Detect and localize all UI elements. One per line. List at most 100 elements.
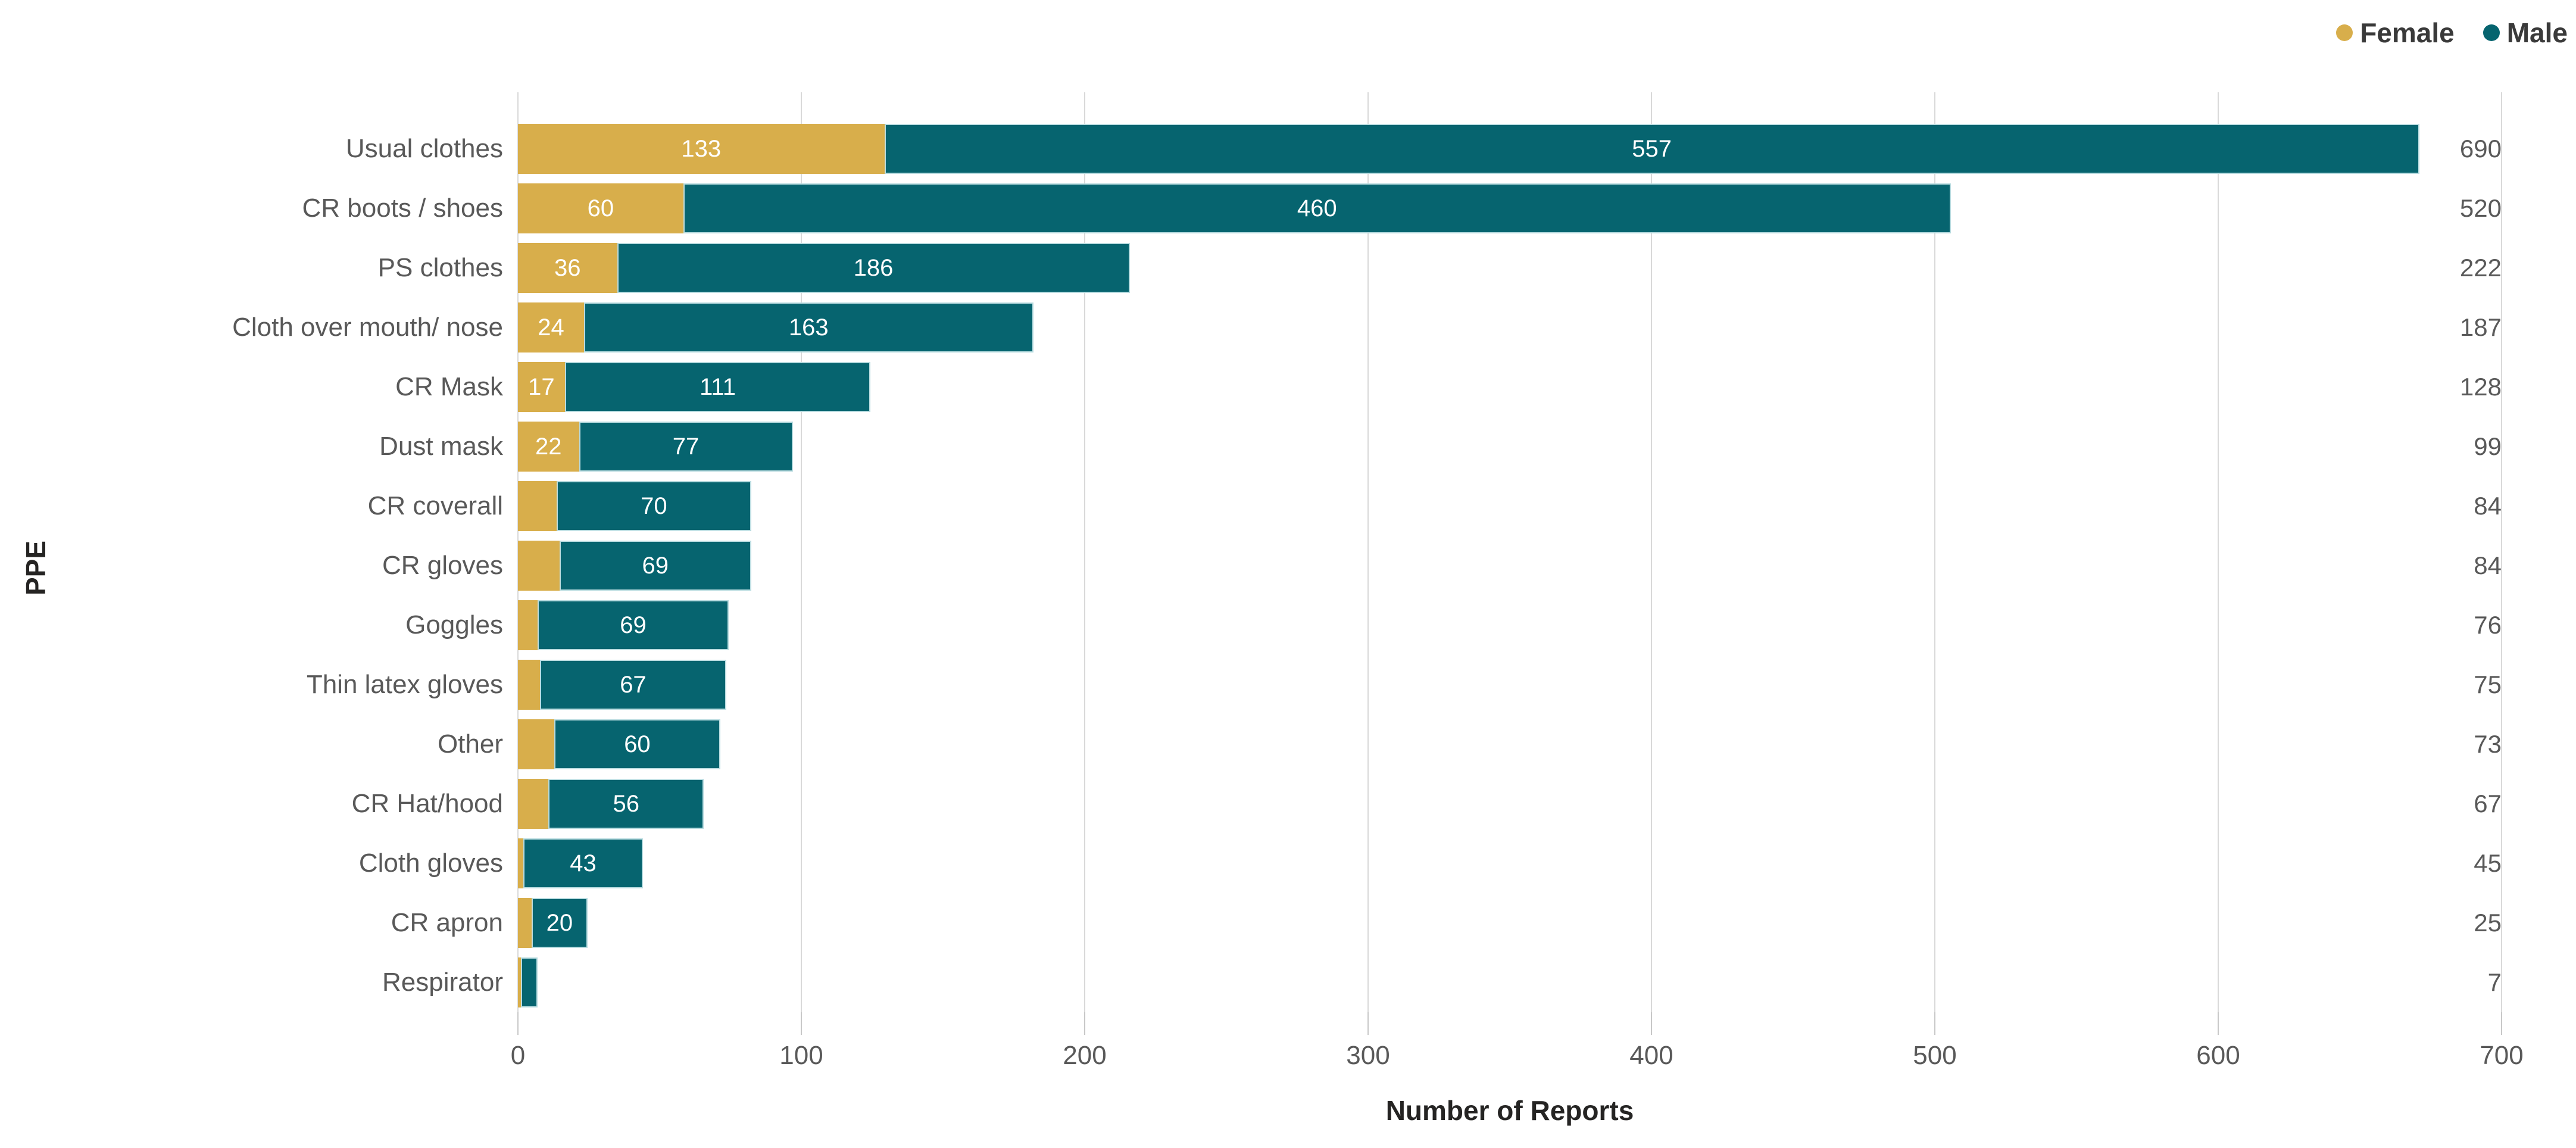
bar-segment-male[interactable]: 163 (584, 302, 1033, 352)
axis-tick (800, 1012, 802, 1035)
bar-segment-female[interactable] (518, 719, 554, 769)
bar-total-label: 222 (2459, 254, 2502, 282)
axis-tick (1650, 1012, 1652, 1035)
gridline (1650, 92, 1652, 1012)
legend-item-female[interactable]: Female (2336, 17, 2455, 49)
legend-item-label: Female (2360, 17, 2455, 48)
axis-tick-label: 200 (1063, 1041, 1107, 1070)
bar-value-label: 56 (613, 790, 640, 817)
bar-row: 70 84 (518, 476, 2502, 536)
stacked-bar: 60 (518, 719, 2461, 769)
legend-item-label: Male (2506, 17, 2568, 48)
gridline (2501, 92, 2502, 1012)
bar-value-label: 77 (672, 433, 700, 460)
stacked-bar: 22 77 (518, 422, 2461, 472)
bar-value-label: 460 (1297, 195, 1337, 222)
bar-segment-male[interactable]: 67 (540, 660, 726, 710)
bar-total-label: 99 (2474, 432, 2502, 460)
category-label: Other (437, 729, 503, 759)
bar-total-label: 7 (2487, 968, 2502, 996)
category-label: Cloth gloves (358, 848, 503, 878)
category-label: Usual clothes (345, 134, 503, 163)
bar-segment-male[interactable]: 557 (884, 124, 2419, 174)
category-label: Dust mask (379, 432, 503, 461)
bar-segment-male[interactable]: 111 (564, 362, 871, 412)
bar-segment-male[interactable]: 70 (557, 481, 751, 531)
category-label: Respirator (382, 968, 503, 997)
x-axis-title: Number of Reports (1385, 1095, 1634, 1126)
category-label: PS clothes (377, 253, 503, 282)
bar-segment-female[interactable] (518, 481, 557, 531)
axis-tick (1084, 1012, 1085, 1035)
category-label: CR Mask (395, 372, 503, 401)
bar-value-label: 111 (700, 373, 736, 400)
stacked-bar: 43 (518, 838, 2461, 888)
bar-segment-female[interactable]: 133 (518, 124, 885, 174)
bar-segment-male[interactable] (520, 957, 538, 1007)
bar-segment-male[interactable]: 69 (559, 541, 751, 591)
bar-segment-male[interactable]: 60 (554, 719, 721, 769)
bar-segment-male[interactable]: 56 (548, 779, 704, 829)
bar-segment-female[interactable] (518, 541, 560, 591)
bar-segment-male[interactable]: 43 (523, 838, 643, 888)
bar-total-label: 128 (2459, 373, 2502, 401)
bar-segment-female[interactable] (518, 898, 532, 948)
category-label: CR apron (391, 908, 503, 937)
bar-segment-female[interactable] (518, 838, 524, 888)
bar-segment-male[interactable]: 77 (579, 422, 793, 472)
bar-row: 7 (518, 953, 2502, 1012)
bar-segment-female[interactable] (518, 660, 541, 710)
category-label: CR Hat/hood (351, 789, 503, 818)
category-label: Thin latex gloves (306, 670, 503, 699)
axis-tick (2218, 1012, 2219, 1035)
bar-segment-female[interactable]: 22 (518, 422, 579, 472)
bar-total-label: 84 (2474, 492, 2502, 520)
axis-tick-label: 400 (1629, 1041, 1673, 1070)
bar-row: 43 45 (518, 834, 2502, 893)
bar-segment-female[interactable] (518, 600, 538, 650)
stacked-bar (518, 957, 2475, 1007)
bar-segment-male[interactable]: 186 (617, 243, 1130, 293)
bar-segment-female[interactable] (518, 779, 549, 829)
bar-value-label: 22 (535, 433, 562, 460)
bar-row: 60 73 (518, 715, 2502, 774)
bar-segment-female[interactable] (518, 957, 521, 1007)
stacked-bar: 69 (518, 541, 2461, 591)
bar-row: 60 460 520 (518, 179, 2502, 238)
bar-value-label: 17 (528, 373, 555, 400)
bar-value-label: 60 (587, 195, 614, 222)
axis-tick (1934, 1012, 1935, 1035)
bar-row: 17 111 128 (518, 357, 2502, 417)
axis-tick-label: 300 (1346, 1041, 1390, 1070)
gridline (800, 92, 802, 1012)
stacked-bar: 24 163 (518, 302, 2447, 352)
bar-total-label: 520 (2459, 194, 2502, 222)
legend-item-male[interactable]: Male (2483, 17, 2568, 49)
axis-tick (517, 1012, 519, 1035)
bar-total-label: 690 (2459, 135, 2502, 163)
bar-segment-male[interactable]: 20 (532, 898, 588, 948)
bar-segment-female[interactable]: 17 (518, 362, 565, 412)
axis-tick (2501, 1012, 2502, 1035)
bar-segment-female[interactable]: 36 (518, 243, 617, 293)
bar-segment-female[interactable]: 60 (518, 183, 683, 233)
category-label: Goggles (405, 610, 503, 639)
gridline (1084, 92, 1085, 1012)
axis-tick (1367, 1012, 1369, 1035)
category-label: CR gloves (382, 551, 503, 580)
stacked-bar: 20 (518, 898, 2461, 948)
bar-row: 24 163 187 (518, 298, 2502, 357)
bar-segment-male[interactable]: 69 (537, 600, 729, 650)
bar-total-label: 187 (2459, 313, 2502, 341)
stacked-bar: 67 (518, 660, 2461, 710)
legend-dot-icon (2336, 24, 2353, 41)
x-axis: 0 100 200 300 400 500 600 700 (511, 1012, 2524, 1090)
bar-row: 69 84 (518, 536, 2502, 595)
bar-value-label: 43 (570, 850, 597, 876)
axis-tick-label: 700 (2480, 1041, 2524, 1070)
axis-tick-label: 100 (779, 1041, 823, 1070)
bar-segment-female[interactable]: 24 (518, 302, 585, 352)
stacked-bar: 60 460 (518, 183, 2447, 233)
gridline (1367, 92, 1369, 1012)
bar-segment-male[interactable]: 460 (683, 183, 1951, 233)
